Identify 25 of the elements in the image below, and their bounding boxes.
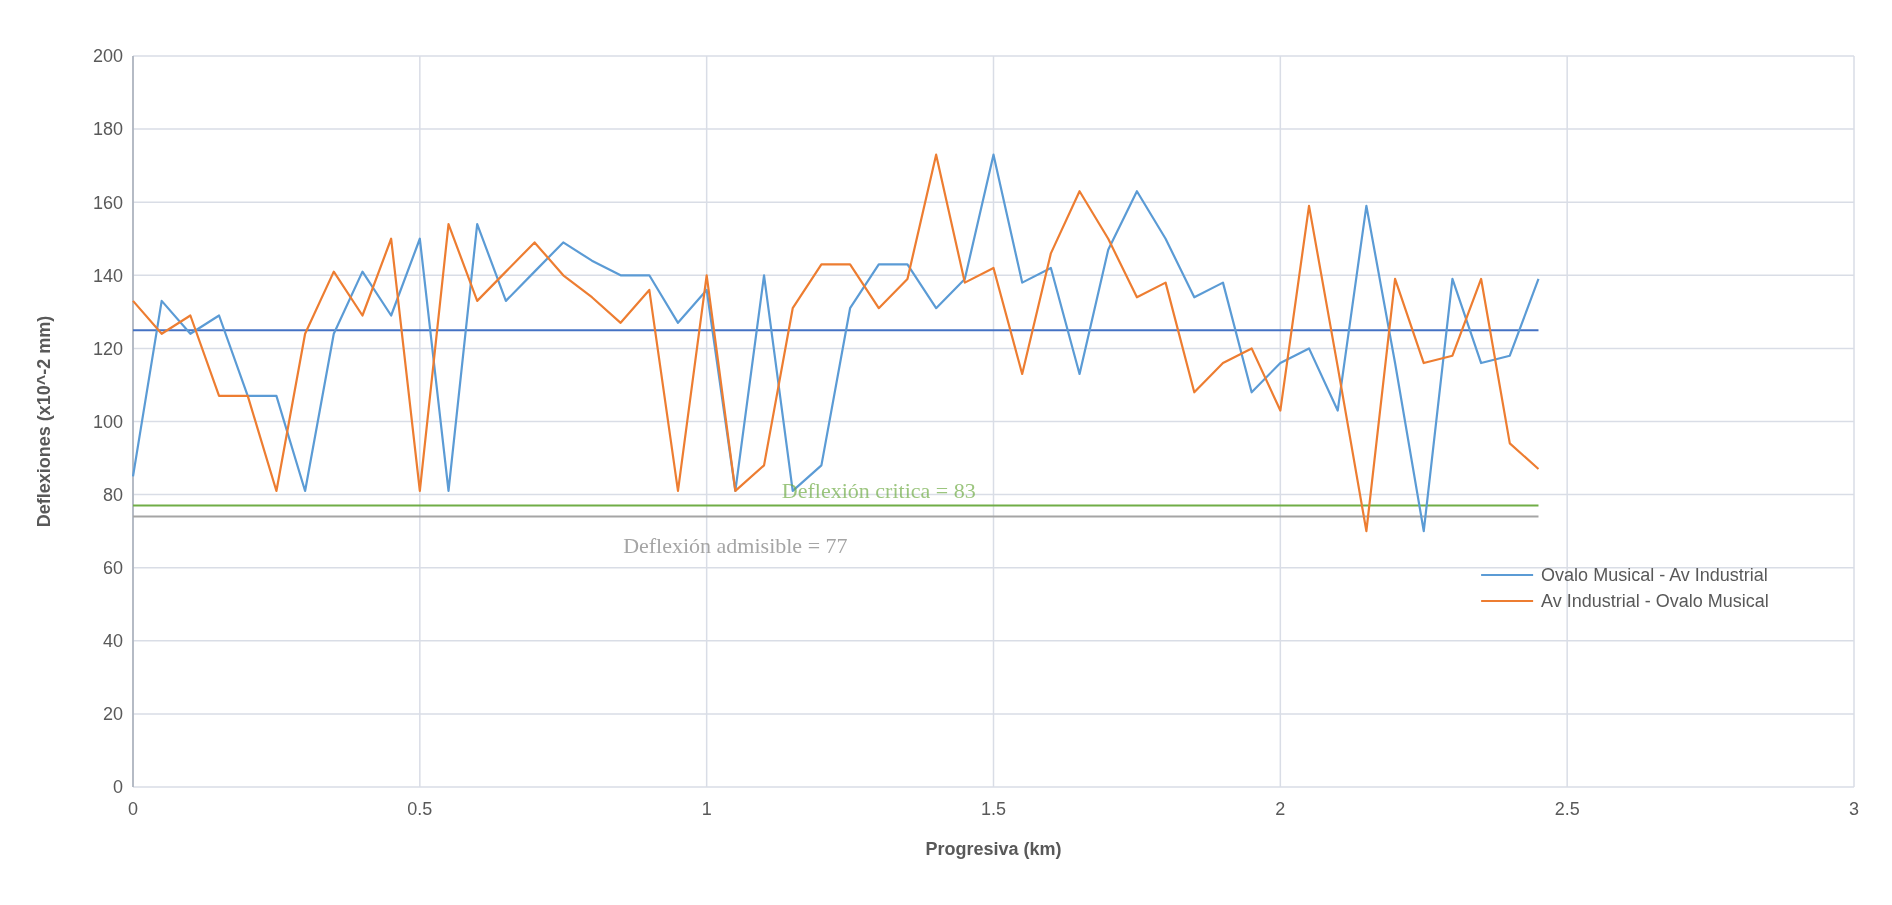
- x-tick-label: 2: [1275, 799, 1286, 819]
- y-tick-label: 160: [92, 192, 123, 213]
- legend-label: Av Industrial - Ovalo Musical: [1541, 591, 1769, 612]
- annotation: Deflexión critica = 83: [781, 477, 976, 503]
- y-tick-label: 140: [92, 265, 123, 286]
- y-tick-label: 180: [92, 119, 123, 140]
- annotation: Deflexión admisible = 77: [623, 532, 848, 558]
- y-tick-label: 0: [112, 777, 123, 798]
- line-series: [131, 153, 1540, 533]
- y-axis-title: Deflexiones (x10^-2 mm): [34, 315, 54, 528]
- x-tick-label: 2.5: [1554, 799, 1580, 819]
- x-tick-label: 1.5: [980, 799, 1007, 819]
- y-tick-label: 20: [102, 704, 123, 725]
- y-tick-label: 60: [102, 558, 123, 578]
- x-tick-label: 0.5: [407, 799, 433, 819]
- x-axis-title: Progresiva (km): [925, 839, 1062, 859]
- y-tick-label: 40: [102, 631, 123, 652]
- x-tick-label: 0: [127, 799, 139, 819]
- y-tick-label: 80: [102, 484, 123, 505]
- x-tick-label: 3: [1848, 799, 1860, 819]
- y-tick-label: 100: [92, 411, 123, 432]
- legend-label: Ovalo Musical - Av Industrial: [1541, 565, 1768, 586]
- y-tick-label: 200: [92, 46, 123, 67]
- x-tick-label: 1: [701, 799, 712, 819]
- y-tick-label: 120: [92, 338, 123, 359]
